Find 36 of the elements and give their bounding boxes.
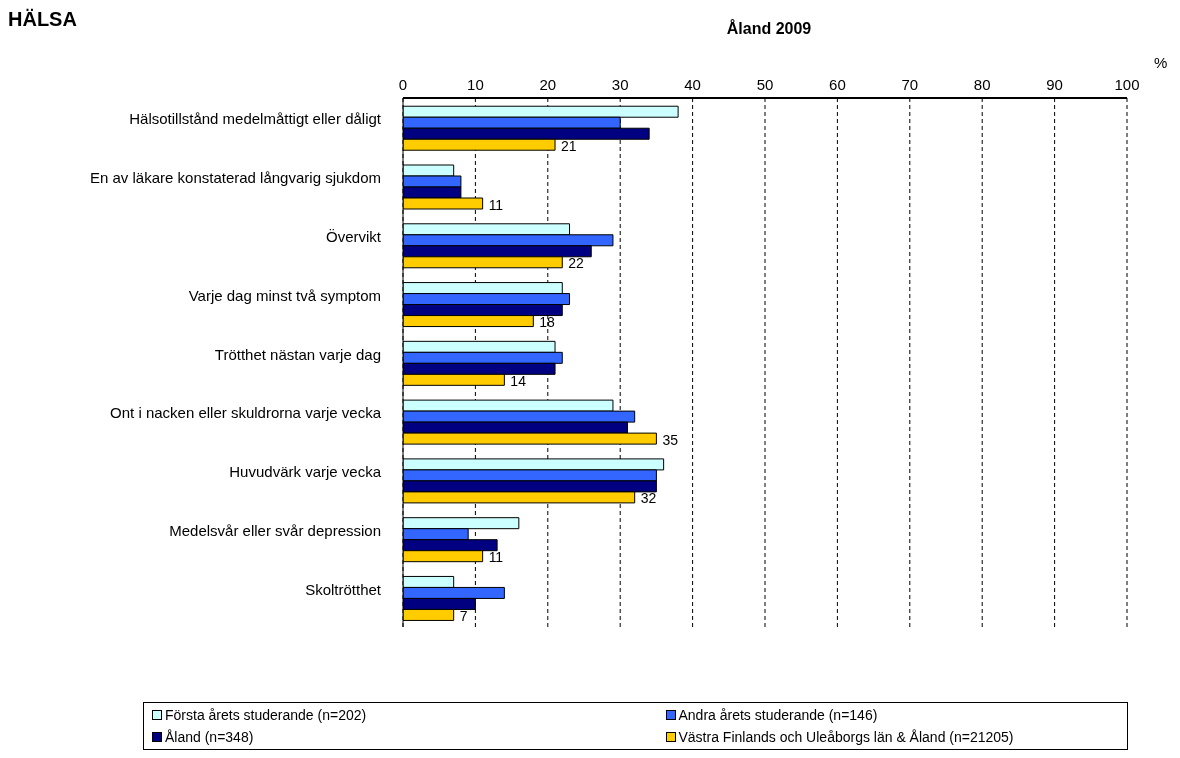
y-tick-label: Varje dag minst två symptom: [188, 286, 381, 304]
y-tick-label: Medelsvår eller svår depression: [169, 521, 381, 539]
y-tick-label: Ont i nacken eller skuldrorna varje vecka: [110, 404, 382, 422]
data-label: 22: [568, 255, 585, 272]
data-label: 11: [488, 549, 504, 566]
x-tick-label: 40: [684, 76, 701, 93]
x-tick-label: 70: [901, 76, 919, 93]
y-tick-label: Trötthet nästan varje dag: [214, 345, 381, 363]
y-tick-label: En av läkare konstaterad långvarig sjukdom: [90, 169, 381, 187]
data-label: 18: [539, 314, 556, 331]
chart-subtitle: Åland 2009: [725, 20, 813, 38]
x-tick-label: 0: [398, 76, 408, 93]
x-tick-label: 90: [1046, 76, 1063, 93]
y-tick-label: Skoltrötthet: [305, 580, 382, 598]
data-label: 11: [488, 196, 504, 213]
x-tick-label: 10: [467, 76, 484, 93]
x-tick-label: 20: [539, 76, 557, 93]
x-tick-label: 80: [973, 76, 991, 93]
data-label: 21: [561, 137, 577, 154]
data-label: 7: [459, 607, 468, 624]
x-tick-label: 30: [611, 76, 629, 93]
y-tick-label: Huvudvärk varje vecka: [229, 463, 382, 481]
data-label: 14: [510, 372, 527, 389]
data-label: 32: [640, 490, 657, 507]
x-axis-title: %: [1154, 54, 1168, 71]
x-tick-label: 50: [756, 76, 774, 93]
y-tick-label: Hälsotillstånd medelmåttigt eller dåligt: [129, 110, 382, 128]
text: HÄLSA: [8, 8, 77, 31]
legend-label: Västra Finlands och Uleåborgs län & Åland (n=21205): [677, 729, 1015, 745]
x-tick-label: 60: [829, 76, 846, 93]
legend-label: Andra årets studerande (n=146): [677, 707, 879, 723]
x-tick-label: 100: [1114, 76, 1140, 93]
y-tick-label: Övervikt: [325, 227, 382, 245]
data-label: 35: [662, 431, 679, 448]
legend-label: Första årets studerande (n=202): [164, 707, 368, 723]
legend-label: Åland (n=348): [164, 729, 255, 745]
